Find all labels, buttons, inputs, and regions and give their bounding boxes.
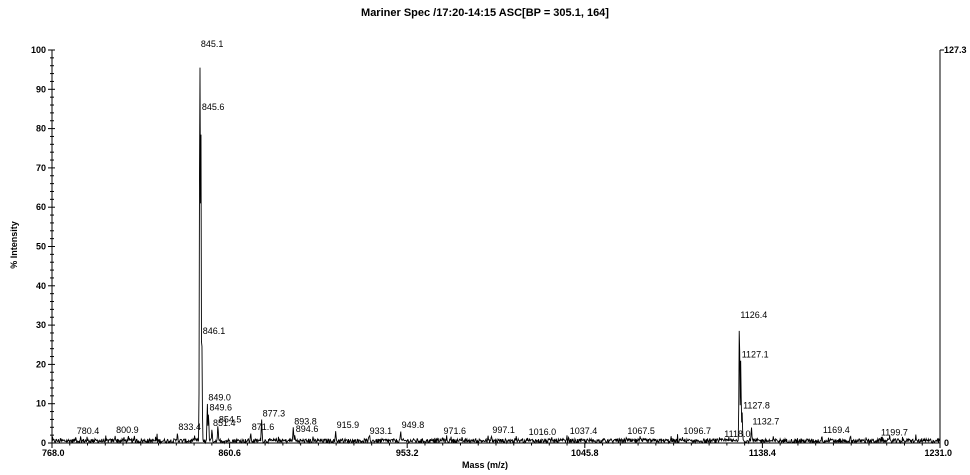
peak-label: 846.1 [203,326,226,336]
peak-label: 851.4 [213,418,236,428]
peak-label: 845.6 [202,102,225,112]
y-tick-label: 60 [36,202,46,212]
spectrum [51,67,941,445]
peak-label: 833.4 [178,422,201,432]
x-tick-label: 1138.4 [749,448,776,458]
peak-label: 1169.4 [823,425,850,435]
peak-label: 1127.8 [743,401,770,411]
peak-label: 1118.0 [724,429,750,439]
peak-label: 1037.4 [570,426,598,436]
peak-label: 894.6 [296,424,319,434]
peak-label: 893.8 [294,416,317,426]
x-axis-label: Mass (m/z) [462,460,508,470]
peak-label: 1127.1 [742,349,769,359]
peak-label: 997.1 [492,425,515,435]
peak-label: 971.6 [443,426,466,436]
x-tick-label: 1045.8 [571,448,599,458]
y-tick-label: 40 [36,281,46,291]
peak-label: 871.6 [252,422,275,432]
y-tick-label: 90 [36,84,46,94]
y-tick-label: 50 [36,242,46,252]
spectrum-trace [51,67,941,445]
y-axis-label: % Intensity [9,221,19,269]
y-tick-label: 30 [36,320,46,330]
ticks: 0 10 20 30 40 50 60 70 80 90 100 768.0 860.6 953.2 104… [31,45,967,458]
peak-label: 877.3 [263,408,286,418]
y-tick-label: 10 [36,399,46,409]
peak-label: 949.8 [402,420,425,430]
right-axis-max-label: 127.3 [944,45,967,55]
axes [51,50,941,444]
peak-label: 849.6 [210,403,233,413]
peak-label: 933.1 [370,426,393,436]
y-tick-label: 100 [31,45,46,55]
x-tick-label: 768.0 [42,448,65,458]
peak-label: 1199.7 [881,427,908,437]
peak-label: 849.0 [208,393,231,403]
peak-label: 915.9 [337,420,360,430]
peak-label: 1067.5 [627,426,655,436]
peak-label: 854.5 [219,414,242,424]
y-tick-label: 80 [36,124,46,134]
peak-label: 1132.7 [752,416,779,426]
peak-label: 800.9 [116,425,139,435]
y-tick-label: 20 [36,359,46,369]
peak-label: 1126.4 [740,310,767,320]
right-axis-min-label: 0 [944,438,949,448]
peak-label: 1016.0 [529,427,557,437]
x-tick-label: 953.2 [396,448,419,458]
peak-labels: 780.4 800.9 833.4 845.1 845.6 846.1 849.0849.6… [77,39,908,439]
y-tick-label: 0 [41,438,46,448]
chart-title: Mariner Spec /17:20-14:15 ASC[BP = 305.1… [361,7,609,19]
peak-label: 1096.7 [683,426,711,436]
x-tick-label: 1231.0 [924,448,952,458]
peak-label: 780.4 [77,426,100,436]
x-tick-label: 860.6 [218,448,241,458]
y-tick-label: 70 [36,163,46,173]
peak-label: 845.1 [201,39,224,49]
